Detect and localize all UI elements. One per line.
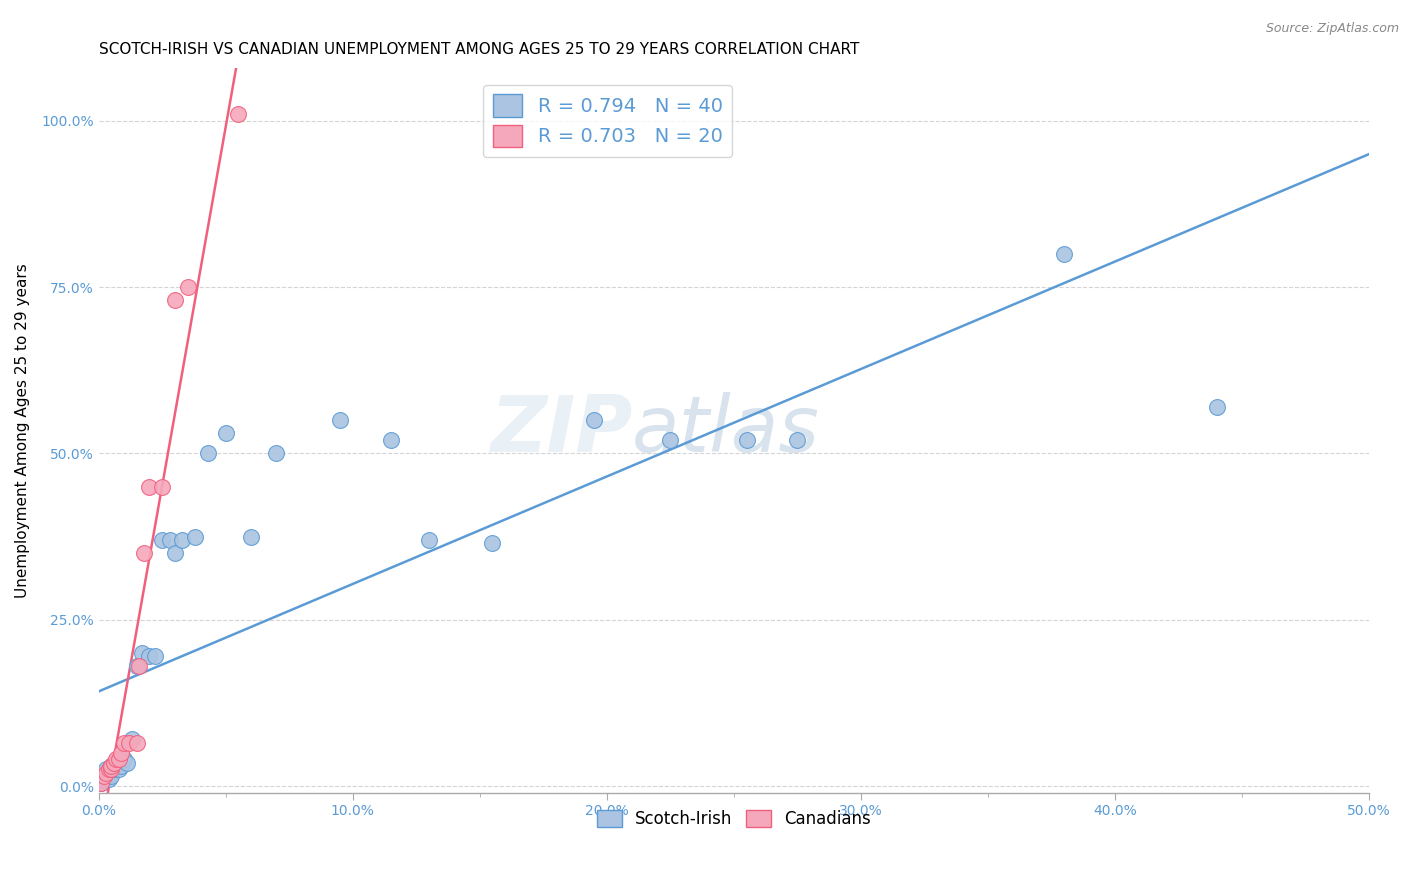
Point — [105, 756, 128, 770]
Point — [112, 736, 135, 750]
Point — [125, 736, 148, 750]
Point — [90, 775, 112, 789]
Point — [659, 433, 682, 447]
Point — [110, 759, 132, 773]
Point — [118, 736, 141, 750]
Point — [96, 763, 118, 777]
Point — [108, 763, 131, 777]
Point — [105, 752, 128, 766]
Point — [115, 756, 138, 770]
Point — [150, 533, 173, 547]
Point — [138, 649, 160, 664]
Point — [121, 732, 143, 747]
Point — [735, 433, 758, 447]
Point — [96, 765, 118, 780]
Point — [240, 530, 263, 544]
Point — [100, 769, 122, 783]
Point — [159, 533, 181, 547]
Point — [214, 426, 236, 441]
Point — [96, 765, 118, 780]
Text: Source: ZipAtlas.com: Source: ZipAtlas.com — [1265, 22, 1399, 36]
Point — [143, 649, 166, 664]
Point — [131, 646, 153, 660]
Point — [184, 530, 207, 544]
Point — [163, 546, 186, 560]
Point — [93, 769, 115, 783]
Point — [103, 763, 125, 777]
Text: ZIP: ZIP — [489, 392, 633, 468]
Point — [128, 659, 150, 673]
Point — [90, 775, 112, 789]
Point — [134, 546, 156, 560]
Point — [583, 413, 606, 427]
Text: SCOTCH-IRISH VS CANADIAN UNEMPLOYMENT AMONG AGES 25 TO 29 YEARS CORRELATION CHAR: SCOTCH-IRISH VS CANADIAN UNEMPLOYMENT AM… — [98, 42, 859, 57]
Text: atlas: atlas — [633, 392, 820, 468]
Point — [176, 280, 198, 294]
Point — [266, 446, 288, 460]
Point — [150, 480, 173, 494]
Legend: Scotch-Irish, Canadians: Scotch-Irish, Canadians — [591, 804, 877, 835]
Point — [163, 293, 186, 308]
Point — [93, 772, 115, 787]
Point — [125, 659, 148, 673]
Point — [197, 446, 219, 460]
Point — [786, 433, 808, 447]
Point — [97, 765, 120, 780]
Point — [112, 752, 135, 766]
Point — [100, 759, 122, 773]
Point — [110, 746, 132, 760]
Point — [1053, 247, 1076, 261]
Point — [380, 433, 402, 447]
Point — [481, 536, 503, 550]
Y-axis label: Unemployment Among Ages 25 to 29 years: Unemployment Among Ages 25 to 29 years — [15, 263, 30, 598]
Point — [108, 752, 131, 766]
Point — [97, 763, 120, 777]
Point — [1205, 400, 1227, 414]
Point — [103, 759, 125, 773]
Point — [93, 769, 115, 783]
Point — [228, 107, 250, 121]
Point — [329, 413, 352, 427]
Point — [138, 480, 160, 494]
Point — [100, 759, 122, 773]
Point — [418, 533, 440, 547]
Point — [103, 756, 125, 770]
Point — [100, 763, 122, 777]
Point — [97, 772, 120, 787]
Point — [172, 533, 194, 547]
